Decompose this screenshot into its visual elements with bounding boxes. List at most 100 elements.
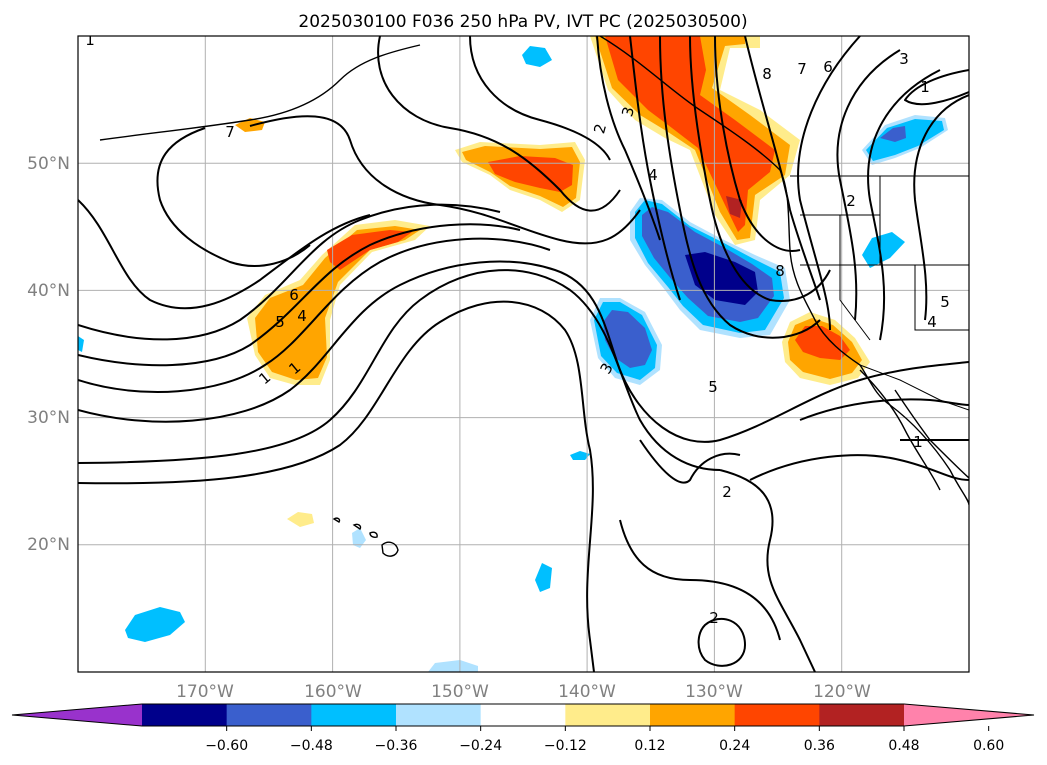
coast-hawaii-big [381, 541, 399, 557]
lon-label-170w: 170°W [176, 682, 234, 702]
map-panel: 1 1 7 2 3 4 3 5 2 2 6 5 4 8 7 6 3 1 8 2 [77, 31, 970, 673]
coast-alaska-peninsula [99, 44, 421, 141]
contour-line [904, 69, 969, 106]
contour-line [697, 617, 746, 667]
colorbar-cell [565, 704, 651, 726]
colorbar-ticks [226, 726, 990, 731]
lat-label-30n: 30°N [27, 408, 70, 428]
shade-positive-bc-inner [605, 36, 775, 232]
contour-line [749, 454, 969, 481]
coast-baja [859, 369, 941, 491]
colorbar-cell [226, 704, 312, 726]
contour-line [78, 237, 551, 393]
contour-label: 7 [225, 123, 235, 141]
contour-label: 7 [797, 60, 807, 78]
shade-positive-hawaii-spot [287, 512, 314, 527]
colorbar-cell [650, 704, 736, 726]
coastlines [99, 36, 969, 557]
shade-negative-edge-spot [78, 336, 84, 352]
colorbar-tick-label: 0.24 [719, 738, 750, 754]
lat-label-40n: 40°N [27, 281, 70, 301]
coast-hawaii-kauai [332, 517, 341, 523]
colorbar-cells [11, 703, 1035, 727]
border-us-mexico [859, 364, 969, 411]
lon-label-130w: 130°W [685, 682, 743, 702]
colorbar-cell [396, 704, 482, 726]
coast-north-america [599, 36, 969, 506]
colorbar-tick-label: 0.60 [973, 738, 1004, 754]
contour-label: 3 [899, 50, 909, 68]
colorbar-tick-label: −0.48 [290, 738, 333, 754]
contour-label: 6 [289, 286, 299, 304]
shade-positive-bc-core [726, 196, 742, 218]
colorbar-cell [142, 704, 228, 726]
colorbar-cell [734, 704, 820, 726]
contour-label: 1 [85, 31, 95, 49]
lat-label-20n: 20°N [27, 535, 70, 555]
contour-label: 8 [775, 262, 785, 280]
contour-label: 2 [722, 483, 732, 501]
colorbar-tick-label: −0.12 [544, 738, 587, 754]
contour-label: 6 [823, 58, 833, 76]
shade-negative-trough-core [685, 252, 758, 305]
political-borders [790, 175, 969, 411]
contour-line [799, 398, 969, 421]
contour-line [639, 439, 741, 484]
contour-line [867, 69, 941, 341]
lat-label-50n: 50°N [27, 154, 70, 174]
contour-line [596, 36, 661, 241]
contour-line [78, 199, 371, 310]
coast-hawaii-oahu [352, 523, 362, 530]
contour-label: 2 [709, 609, 719, 627]
contour-line [836, 49, 901, 321]
contour-line [797, 36, 861, 331]
longitude-labels: 170°W 160°W 150°W 140°W 130°W 120°W [176, 682, 871, 702]
lon-label-120w: 120°W [813, 682, 871, 702]
lon-label-160w: 160°W [304, 682, 362, 702]
map-frame [77, 35, 970, 673]
contour-line [249, 115, 641, 245]
contour-line [156, 127, 311, 267]
contour-line [689, 36, 831, 302]
coast-mexico-gulf [894, 389, 969, 479]
shade-positive-central-inner [327, 230, 412, 270]
colorbar: −0.60 −0.48 −0.36 −0.24 −0.12 0.12 0.24 0.36 0.4… [11, 703, 1035, 754]
contour-label: 4 [927, 313, 937, 331]
colorbar-extend-low [12, 704, 142, 726]
contour-label: 5 [275, 313, 285, 331]
colorbar-tick-label: −0.36 [375, 738, 418, 754]
colorbar-tick-label: 0.36 [804, 738, 835, 754]
colorbar-tick-label: −0.24 [459, 738, 502, 754]
contour-line [659, 36, 821, 339]
contour-label: 2 [846, 192, 856, 210]
contour-label: 4 [297, 307, 307, 325]
colorbar-cell [480, 704, 566, 726]
contour-line [913, 94, 969, 321]
shade-negative-hawaii-spot [352, 528, 366, 548]
contour-label: 1 [913, 433, 923, 451]
contour-label: 5 [940, 293, 950, 311]
shade-negative-midpac-spot [570, 451, 590, 460]
border-state-3 [914, 265, 969, 331]
shaded-anomaly-fields [78, 36, 948, 672]
colorbar-cell [311, 704, 397, 726]
colorbar-extend-high [904, 704, 1034, 726]
lon-label-150w: 150°W [431, 682, 489, 702]
shade-negative-bottom-spot [428, 660, 478, 672]
contour-label: 4 [648, 166, 658, 184]
contour-label: 5 [708, 378, 718, 396]
latitude-labels: 50°N 40°N 30°N 20°N [27, 154, 70, 555]
contour-line [714, 36, 801, 252]
contour-line [619, 519, 781, 641]
contour-line [719, 469, 816, 672]
colorbar-labels: −0.60 −0.48 −0.36 −0.24 −0.12 0.12 0.24 0.36 0.4… [205, 738, 1004, 754]
shade-positive-socal-inner [795, 326, 850, 360]
contour-label: 3 [618, 105, 638, 119]
lon-label-140w: 140°W [558, 682, 616, 702]
colorbar-outline [11, 703, 1035, 727]
shade-negative-pnw-mid [866, 119, 944, 161]
shade-negative-south-spot [535, 563, 552, 592]
ivt-contours [78, 36, 969, 672]
shade-positive-central-mid [255, 226, 420, 380]
contour-line [78, 203, 501, 341]
